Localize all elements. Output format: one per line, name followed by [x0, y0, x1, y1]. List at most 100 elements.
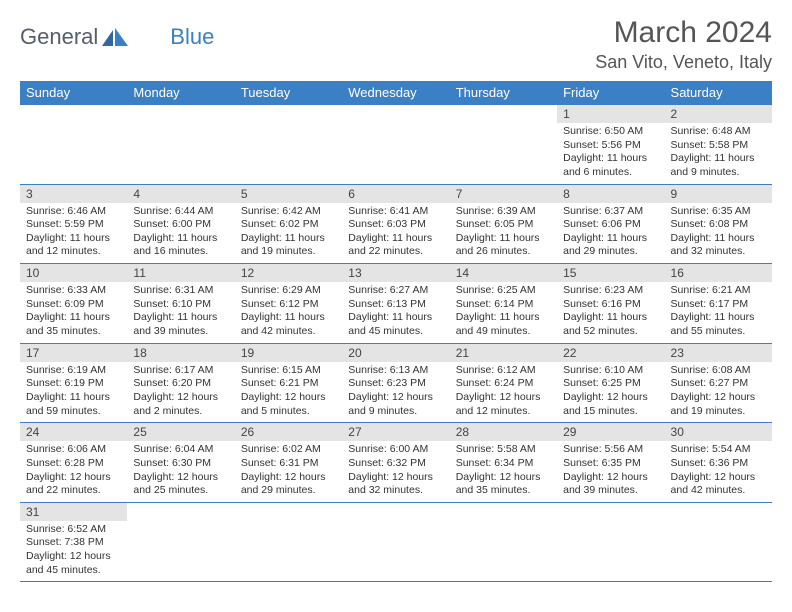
day-number: 15: [557, 264, 664, 282]
calendar-cell: 22Sunrise: 6:10 AMSunset: 6:25 PMDayligh…: [557, 343, 664, 423]
month-title: March 2024: [595, 16, 772, 50]
day-number: 23: [665, 344, 772, 362]
day-number: 5: [235, 185, 342, 203]
sunrise-text: Sunrise: 6:06 AM: [26, 443, 121, 457]
calendar-row: 24Sunrise: 6:06 AMSunset: 6:28 PMDayligh…: [20, 423, 772, 503]
sunset-text: Sunset: 6:13 PM: [348, 298, 443, 312]
sunrise-text: Sunrise: 6:48 AM: [671, 125, 766, 139]
day-details: Sunrise: 6:39 AMSunset: 6:05 PMDaylight:…: [450, 203, 557, 264]
sunrise-text: Sunrise: 6:19 AM: [26, 364, 121, 378]
sunrise-text: Sunrise: 6:44 AM: [133, 205, 228, 219]
daylight-text: Daylight: 11 hours and 49 minutes.: [456, 311, 551, 338]
calendar-cell: 20Sunrise: 6:13 AMSunset: 6:23 PMDayligh…: [342, 343, 449, 423]
day-number: 18: [127, 344, 234, 362]
daylight-text: Daylight: 11 hours and 29 minutes.: [563, 232, 658, 259]
weekday-header: Thursday: [450, 81, 557, 105]
day-number: 9: [665, 185, 772, 203]
calendar-cell: 8Sunrise: 6:37 AMSunset: 6:06 PMDaylight…: [557, 184, 664, 264]
sunset-text: Sunset: 6:02 PM: [241, 218, 336, 232]
sunset-text: Sunset: 6:21 PM: [241, 377, 336, 391]
calendar-cell: [450, 502, 557, 582]
daylight-text: Daylight: 11 hours and 16 minutes.: [133, 232, 228, 259]
calendar-cell: [450, 105, 557, 185]
day-number: 16: [665, 264, 772, 282]
sunrise-text: Sunrise: 6:29 AM: [241, 284, 336, 298]
daylight-text: Daylight: 12 hours and 42 minutes.: [671, 471, 766, 498]
sunset-text: Sunset: 6:27 PM: [671, 377, 766, 391]
day-details: Sunrise: 5:54 AMSunset: 6:36 PMDaylight:…: [665, 441, 772, 502]
sunset-text: Sunset: 6:06 PM: [563, 218, 658, 232]
calendar-cell: 9Sunrise: 6:35 AMSunset: 6:08 PMDaylight…: [665, 184, 772, 264]
sunset-text: Sunset: 6:31 PM: [241, 457, 336, 471]
calendar-cell: 2Sunrise: 6:48 AMSunset: 5:58 PMDaylight…: [665, 105, 772, 185]
sunset-text: Sunset: 6:20 PM: [133, 377, 228, 391]
day-number: 24: [20, 423, 127, 441]
calendar-cell: 24 Sunrise: 6:06 AMSunset: 6:28 PMDayligh…: [20, 423, 127, 503]
daylight-text: Daylight: 12 hours and 12 minutes.: [456, 391, 551, 418]
location: San Vito, Veneto, Italy: [595, 52, 772, 73]
calendar-cell: 18Sunrise: 6:17 AMSunset: 6:20 PMDayligh…: [127, 343, 234, 423]
sunrise-text: Sunrise: 6:31 AM: [133, 284, 228, 298]
day-details: Sunrise: 6:48 AMSunset: 5:58 PMDaylight:…: [665, 123, 772, 184]
daylight-text: Daylight: 12 hours and 25 minutes.: [133, 471, 228, 498]
calendar-cell: 13Sunrise: 6:27 AMSunset: 6:13 PMDayligh…: [342, 264, 449, 344]
weekday-header: Wednesday: [342, 81, 449, 105]
day-details: Sunrise: 6:27 AMSunset: 6:13 PMDaylight:…: [342, 282, 449, 343]
day-details: Sunrise: 6:35 AMSunset: 6:08 PMDaylight:…: [665, 203, 772, 264]
calendar-cell: 4Sunrise: 6:44 AMSunset: 6:00 PMDaylight…: [127, 184, 234, 264]
sunset-text: Sunset: 6:14 PM: [456, 298, 551, 312]
header: General Blue March 2024 San Vito, Veneto…: [20, 16, 772, 73]
calendar-cell: 31Sunrise: 6:52 AMSunset: 7:38 PMDayligh…: [20, 502, 127, 582]
sunset-text: Sunset: 6:05 PM: [456, 218, 551, 232]
weekday-header-row: SundayMondayTuesdayWednesdayThursdayFrid…: [20, 81, 772, 105]
calendar-cell: 30Sunrise: 5:54 AMSunset: 6:36 PMDayligh…: [665, 423, 772, 503]
sunset-text: Sunset: 7:38 PM: [26, 536, 121, 550]
daylight-text: Daylight: 11 hours and 6 minutes.: [563, 152, 658, 179]
day-details: Sunrise: 6:21 AMSunset: 6:17 PMDaylight:…: [665, 282, 772, 343]
calendar-cell: 7Sunrise: 6:39 AMSunset: 6:05 PMDaylight…: [450, 184, 557, 264]
day-number: 17: [20, 344, 127, 362]
sunset-text: Sunset: 6:12 PM: [241, 298, 336, 312]
sunrise-text: Sunrise: 5:56 AM: [563, 443, 658, 457]
title-block: March 2024 San Vito, Veneto, Italy: [595, 16, 772, 73]
daylight-text: Daylight: 11 hours and 45 minutes.: [348, 311, 443, 338]
calendar-cell: 3Sunrise: 6:46 AMSunset: 5:59 PMDaylight…: [20, 184, 127, 264]
calendar-cell: [127, 105, 234, 185]
sunset-text: Sunset: 6:19 PM: [26, 377, 121, 391]
calendar-row: 3Sunrise: 6:46 AMSunset: 5:59 PMDaylight…: [20, 184, 772, 264]
day-details: Sunrise: 6:37 AMSunset: 6:06 PMDaylight:…: [557, 203, 664, 264]
sunset-text: Sunset: 6:00 PM: [133, 218, 228, 232]
sunrise-text: Sunrise: 6:42 AM: [241, 205, 336, 219]
day-number: 30: [665, 423, 772, 441]
sunset-text: Sunset: 6:28 PM: [26, 457, 121, 471]
calendar-cell: 29Sunrise: 5:56 AMSunset: 6:35 PMDayligh…: [557, 423, 664, 503]
day-details: Sunrise: 6:42 AMSunset: 6:02 PMDaylight:…: [235, 203, 342, 264]
calendar-cell: 19Sunrise: 6:15 AMSunset: 6:21 PMDayligh…: [235, 343, 342, 423]
daylight-text: Daylight: 12 hours and 19 minutes.: [671, 391, 766, 418]
day-number: 21: [450, 344, 557, 362]
day-details: Sunrise: 6:17 AMSunset: 6:20 PMDaylight:…: [127, 362, 234, 423]
daylight-text: Daylight: 12 hours and 22 minutes.: [26, 471, 121, 498]
day-number: 8: [557, 185, 664, 203]
calendar-cell: [20, 105, 127, 185]
daylight-text: Daylight: 12 hours and 35 minutes.: [456, 471, 551, 498]
calendar-cell: 17Sunrise: 6:19 AMSunset: 6:19 PMDayligh…: [20, 343, 127, 423]
day-details: Sunrise: 6:25 AMSunset: 6:14 PMDaylight:…: [450, 282, 557, 343]
calendar-cell: 11Sunrise: 6:31 AMSunset: 6:10 PMDayligh…: [127, 264, 234, 344]
calendar-cell: 16Sunrise: 6:21 AMSunset: 6:17 PMDayligh…: [665, 264, 772, 344]
day-number: 10: [20, 264, 127, 282]
day-details: Sunrise: 5:58 AMSunset: 6:34 PMDaylight:…: [450, 441, 557, 502]
calendar-cell: 26Sunrise: 6:02 AMSunset: 6:31 PMDayligh…: [235, 423, 342, 503]
day-details: Sunrise: 6:23 AMSunset: 6:16 PMDaylight:…: [557, 282, 664, 343]
daylight-text: Daylight: 12 hours and 15 minutes.: [563, 391, 658, 418]
sunset-text: Sunset: 6:16 PM: [563, 298, 658, 312]
day-details: Sunrise: 6:10 AMSunset: 6:25 PMDaylight:…: [557, 362, 664, 423]
daylight-text: Daylight: 12 hours and 32 minutes.: [348, 471, 443, 498]
sunrise-text: Sunrise: 6:08 AM: [671, 364, 766, 378]
sunrise-text: Sunrise: 6:37 AM: [563, 205, 658, 219]
weekday-header: Tuesday: [235, 81, 342, 105]
daylight-text: Daylight: 12 hours and 9 minutes.: [348, 391, 443, 418]
calendar-row: 1Sunrise: 6:50 AMSunset: 5:56 PMDaylight…: [20, 105, 772, 185]
day-details: Sunrise: 6:46 AMSunset: 5:59 PMDaylight:…: [20, 203, 127, 264]
calendar-cell: 21Sunrise: 6:12 AMSunset: 6:24 PMDayligh…: [450, 343, 557, 423]
